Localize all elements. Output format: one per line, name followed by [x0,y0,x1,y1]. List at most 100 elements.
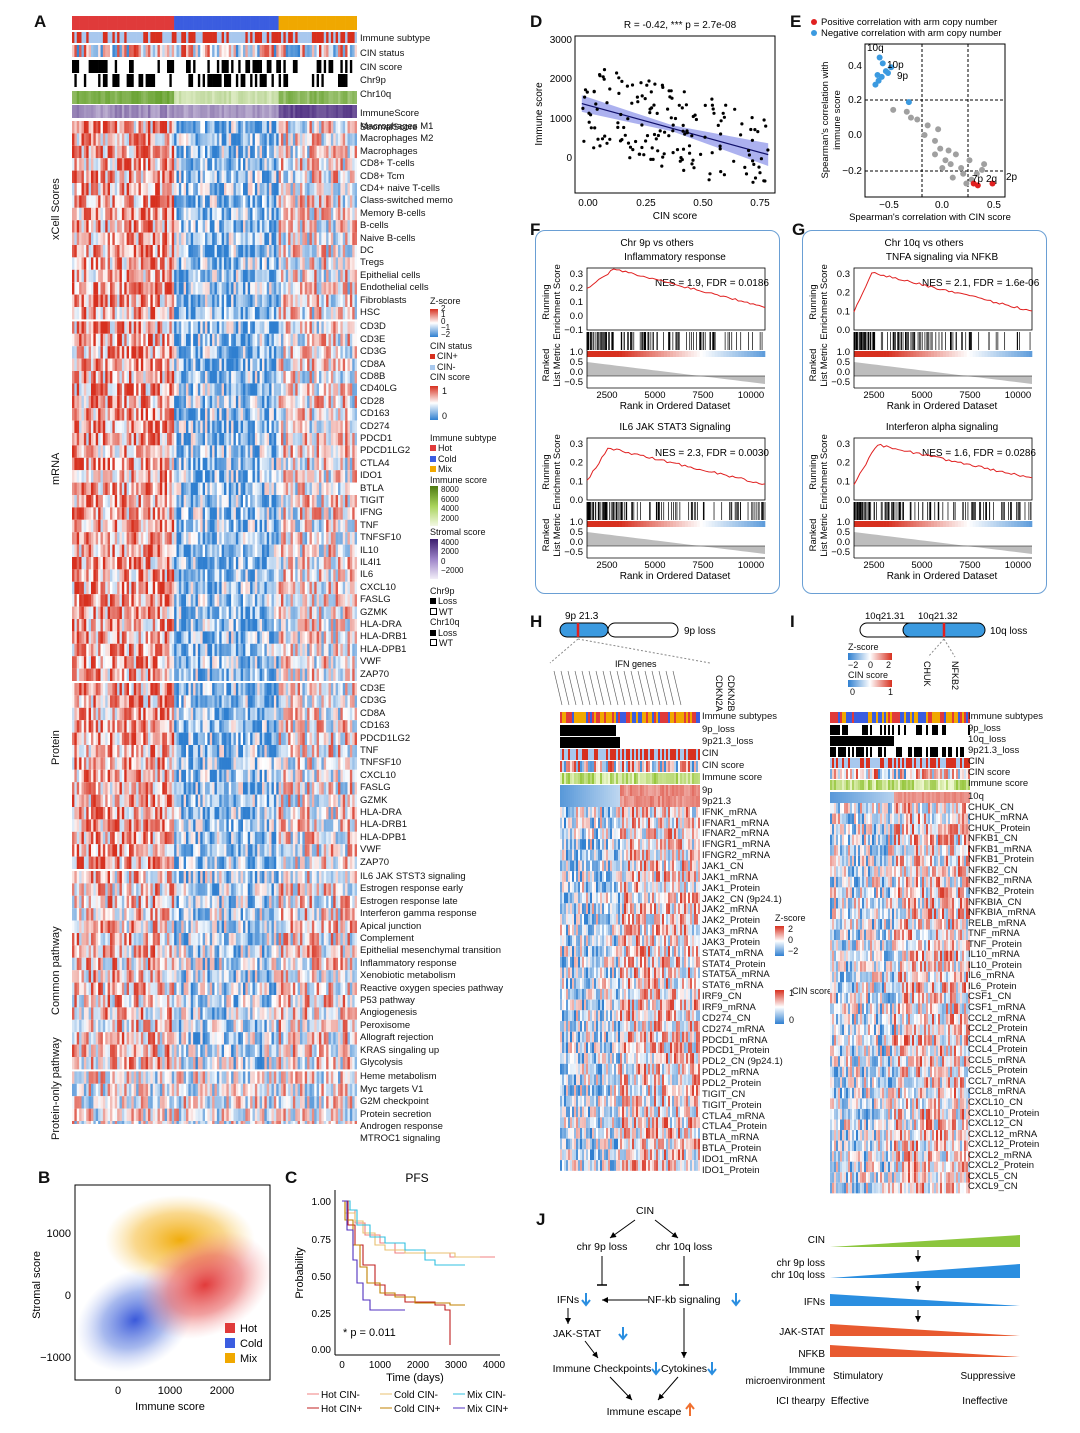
b-xtick: 0 [115,1385,121,1397]
b-ytick: 0 [65,1290,71,1302]
c-ylabel: Probability [294,1247,306,1299]
c-xtick: 3000 [445,1360,468,1371]
e-ytick: 0.2 [848,95,862,106]
common-row-label: Glycolysis [360,1057,403,1068]
h-row-label: PDL2_mRNA [702,1067,760,1079]
i-row-label: IL10_Protein [968,959,1022,971]
h-z-tick: −2 [788,945,799,956]
d-point [699,152,703,156]
b-ylabel: Stromal score [31,1251,43,1319]
d-point [645,83,649,87]
d-point [595,107,599,111]
d-point [581,106,585,110]
d-point [630,83,635,87]
mrna-row-label: CD28 [360,395,385,407]
common-row-label: KRAS singaling up [360,1044,440,1056]
d-point [751,180,755,184]
c-cold-cin-neg [342,1200,480,1258]
mrna-row-label: HLA-DPB1 [360,643,407,655]
d-point [662,152,666,156]
i-row-label: TNF_Protein [968,938,1022,950]
xcell-row-label: Macrophages M1 [360,121,434,132]
mrna-row-label: CTLA4 [360,457,390,469]
cinscore-gradient [430,385,438,420]
gsea-metric-tick: 1.0 [570,517,583,528]
protein-row-label: CD163 [360,720,390,732]
d-point [751,159,755,163]
h-row-label: PDL2_Protein [702,1077,762,1089]
h-row-label: TIGIT_CN [702,1088,746,1100]
d-point [598,74,602,78]
mrna-row-label: CD8B [360,371,386,382]
e-ytick: 0.4 [848,61,862,72]
gsea-ytick: 0.1 [837,306,850,317]
d-point [756,130,760,134]
protein-row-label: CD3G [360,695,387,707]
d-point [747,148,751,153]
protein-row-label: HLA-DPB1 [360,831,407,843]
d-xtick: 0.25 [636,198,656,209]
h-row-label: IRF9_CN [702,991,742,1003]
d-point [625,84,629,88]
cinscore-tick: 1 [442,385,448,396]
h-row-label: IFNAR2_mRNA [702,828,770,840]
gsea-ytick: 0.3 [570,439,583,450]
gsea-title: Chr 9p vs others [620,238,693,249]
d-point [649,90,653,94]
d-point [750,116,754,120]
d-point [649,157,653,161]
i-row-label: CXCL10_CN [968,1096,1023,1108]
h-annot-label: CIN [702,748,719,759]
j-r-ici: ICI thearpy [776,1396,825,1407]
i-row-label: NFKBIA_CN [968,896,1022,908]
gsea-ylabel2: RankedList Metric [541,343,563,387]
gsea-nes: NES = 1.6, FDR = 0.0286 [922,448,1036,459]
xcell-row-label: CD4+ naive T-cells [360,183,440,194]
legend-cin-neg: CIN- [437,361,456,372]
b-xtick: 1000 [158,1385,182,1397]
d-ytick: 2000 [550,74,573,85]
j-r-supp: Suppressive [960,1371,1015,1382]
gsea-metric-tick: −0.5 [564,547,583,558]
xcell-row-label: Epithelial cells [360,269,421,281]
panel-h-ideogram: 9p 21.3 9p loss IFN genes CDKN2B CDKN2A [549,611,736,712]
i-annot-label: CIN [968,756,985,767]
d-point [680,106,684,110]
d-point [669,89,673,93]
h-gene-cdkn2b: CDKN2B [726,675,736,712]
d-point [675,148,680,152]
h-ifn-genes: IFN genes [615,659,657,669]
d-point [722,173,726,177]
z-tick: 0 [441,316,446,326]
d-point [671,123,675,127]
c-hot-cin-neg [342,1200,495,1258]
gsea-ytick: 0.2 [837,288,850,299]
gsea-ytick: 0.3 [837,269,850,280]
c-ytick: 0.00 [312,1345,332,1356]
b-xlabel: Immune score [135,1401,205,1413]
str-tick: 0 [441,556,446,566]
d-point [601,75,605,79]
j-nfkb: NF-kb signaling [648,1294,721,1306]
c-legend: Hot CIN- [321,1390,360,1401]
gsea-metric-tick: 1.0 [837,517,850,528]
i-annot-label: Immune subtypes [968,711,1043,722]
d-point [682,90,686,94]
h-row-label: CD274_mRNA [702,1023,765,1035]
i-row-label: NFKB1_CN [968,833,1018,845]
gsea-xtick: 7500 [692,560,713,571]
h-row-label: JAK2_mRNA [702,904,758,916]
h-row-label: IDO1_mRNA [702,1153,758,1165]
d-point [637,152,641,156]
protein-row-label: CD3E [360,683,386,694]
d-point [631,148,635,152]
j-wedge-cin [830,1235,1020,1247]
common-row-label: Estrogen response late [360,895,458,907]
d-point [666,107,670,111]
i-row-label: CXCL12_CN [968,1118,1023,1130]
xcell-row-label: Naive B-cells [360,232,416,244]
annot-row-label: Chr10q [360,89,392,100]
protein-row-label: FASLG [360,782,391,794]
xcell-row-label: CD8+ Tcm [360,170,405,182]
gsea-xtick: 2500 [863,560,884,571]
